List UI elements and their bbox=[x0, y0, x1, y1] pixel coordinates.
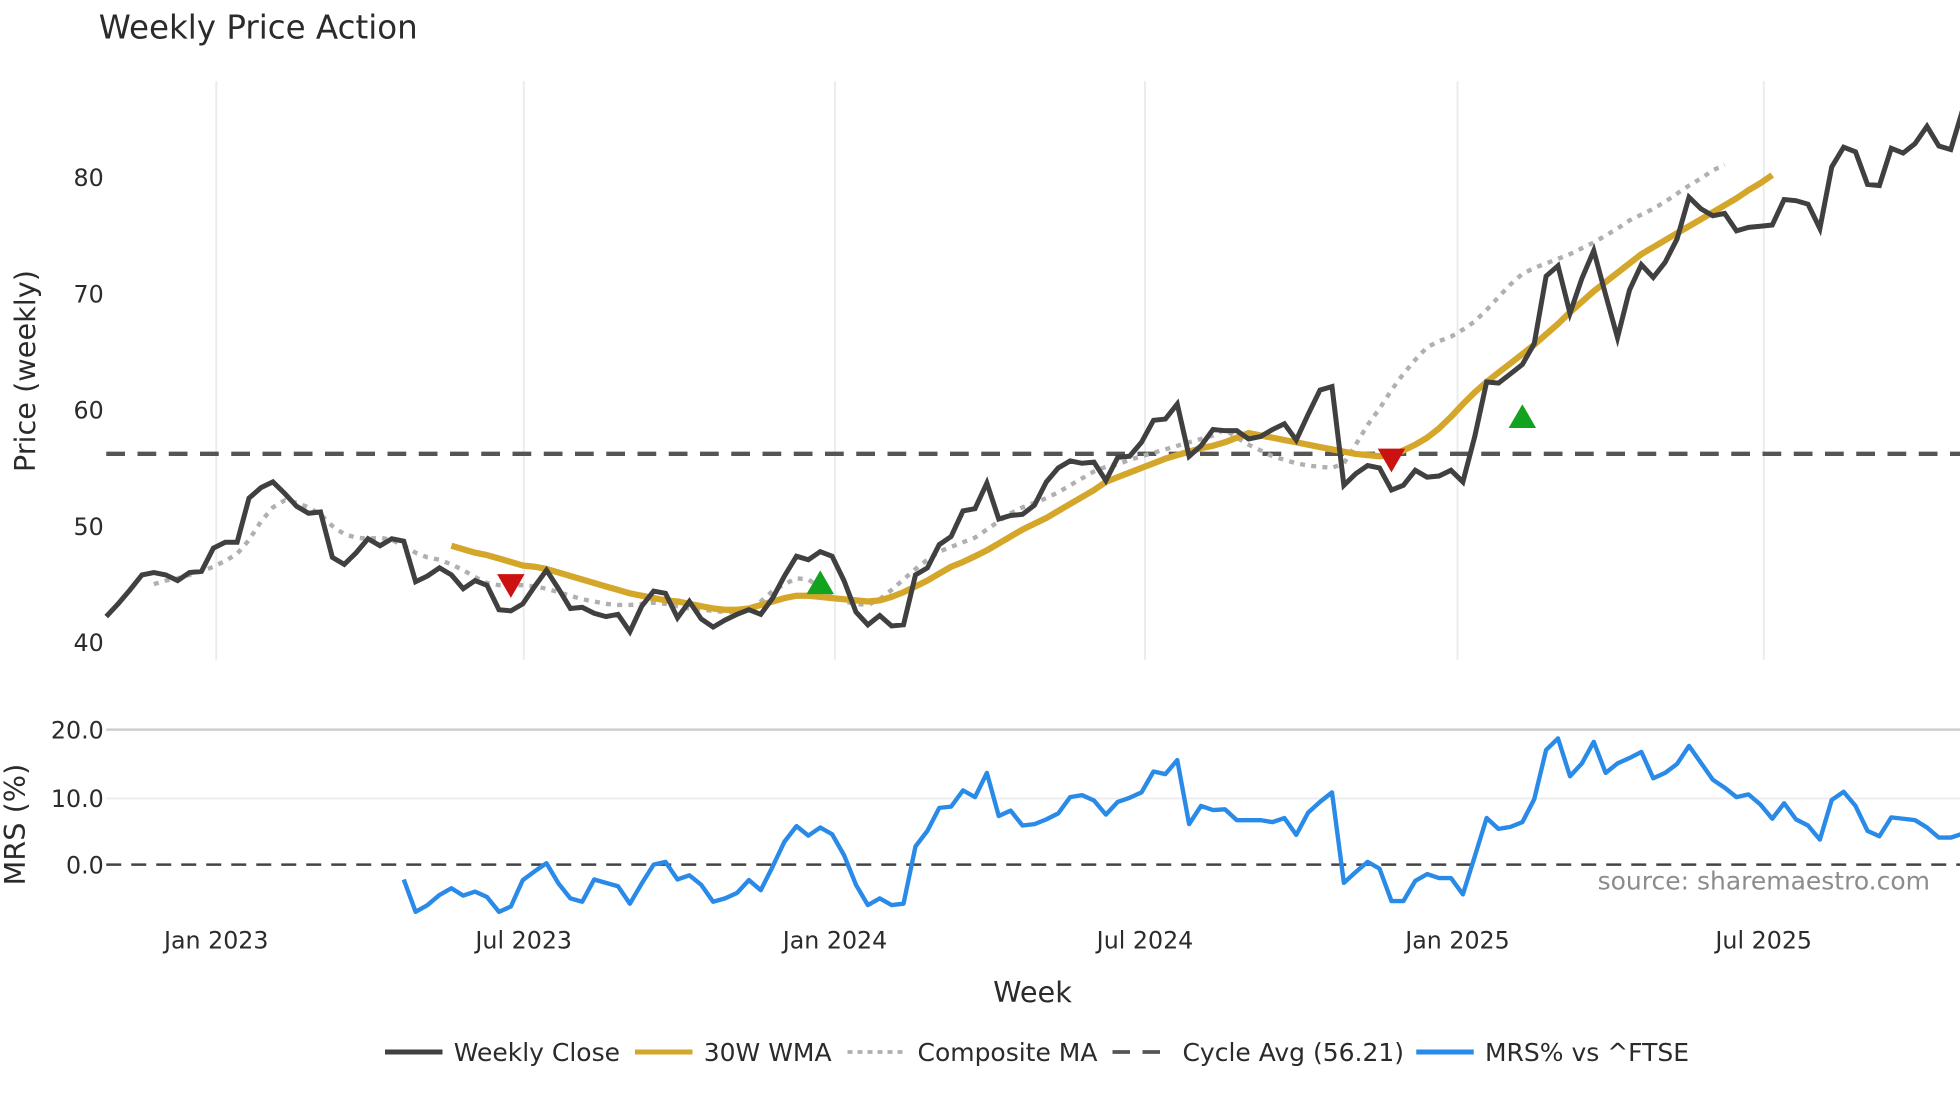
chart-title: Weekly Price Action bbox=[99, 9, 418, 47]
x-tick-jul-2024: Jul 2024 bbox=[1095, 926, 1194, 954]
mrs-tick-20: 20.0 bbox=[51, 716, 104, 744]
legend-label-weekly-close: Weekly Close bbox=[454, 1038, 620, 1067]
price-tick-60: 60 bbox=[74, 397, 104, 425]
x-tick-jan-2025: Jan 2025 bbox=[1403, 926, 1510, 954]
price-tick-70: 70 bbox=[74, 280, 104, 308]
price-y-ticks: 80 70 60 50 40 bbox=[74, 164, 104, 657]
mrs-line bbox=[401, 736, 1960, 915]
source-credit: source: sharemaestro.com bbox=[1598, 867, 1930, 896]
composite-ma-line bbox=[153, 162, 1726, 615]
sell-signal-triangle-down-icon bbox=[1377, 448, 1406, 473]
mrs-axis-title: MRS (%) bbox=[0, 764, 32, 886]
mrs-tick-10: 10.0 bbox=[51, 785, 104, 813]
legend-item-mrs[interactable]: MRS% vs ^FTSE bbox=[1416, 1038, 1689, 1067]
x-tick-jul-2025: Jul 2025 bbox=[1713, 926, 1812, 954]
legend-label-mrs: MRS% vs ^FTSE bbox=[1485, 1038, 1689, 1067]
x-tick-jan-2023: Jan 2023 bbox=[162, 926, 269, 954]
legend: Weekly Close 30W WMA Composite MA Cycle … bbox=[385, 1038, 1689, 1067]
buy-signal-triangle-up-icon bbox=[806, 570, 834, 595]
buy-signal-triangle-up-icon bbox=[1508, 404, 1537, 428]
mrs-tick-0: 0.0 bbox=[66, 851, 104, 879]
x-tick-jan-2024: Jan 2024 bbox=[781, 926, 888, 954]
legend-item-cycle-avg[interactable]: Cycle Avg (56.21) bbox=[1112, 1038, 1405, 1067]
price-series-group bbox=[104, 110, 1960, 637]
x-tick-jul-2023: Jul 2023 bbox=[473, 926, 572, 954]
legend-item-30w-wma[interactable]: 30W WMA bbox=[635, 1038, 832, 1067]
mrs-y-ticks: 20.0 10.0 0.0 bbox=[51, 716, 104, 879]
sell-signal-triangle-down-icon bbox=[497, 574, 525, 598]
x-ticks: Jan 2023 Jul 2023 Jan 2024 Jul 2024 Jan … bbox=[162, 926, 1812, 954]
price-tick-50: 50 bbox=[74, 513, 104, 541]
price-tick-80: 80 bbox=[74, 164, 104, 192]
x-axis-title: Week bbox=[993, 975, 1072, 1009]
weekly-close-line bbox=[104, 110, 1960, 637]
legend-item-weekly-close[interactable]: Weekly Close bbox=[385, 1038, 620, 1067]
mrs-series-group bbox=[401, 736, 1960, 915]
legend-label-30w-wma: 30W WMA bbox=[704, 1038, 832, 1067]
legend-label-cycle-avg: Cycle Avg (56.21) bbox=[1183, 1038, 1405, 1067]
price-tick-40: 40 bbox=[74, 629, 104, 657]
legend-item-composite-ma[interactable]: Composite MA bbox=[847, 1038, 1098, 1067]
legend-label-composite-ma: Composite MA bbox=[918, 1038, 1098, 1067]
price-axis-title: Price (weekly) bbox=[8, 270, 42, 472]
wma-30w-line bbox=[450, 172, 1775, 613]
